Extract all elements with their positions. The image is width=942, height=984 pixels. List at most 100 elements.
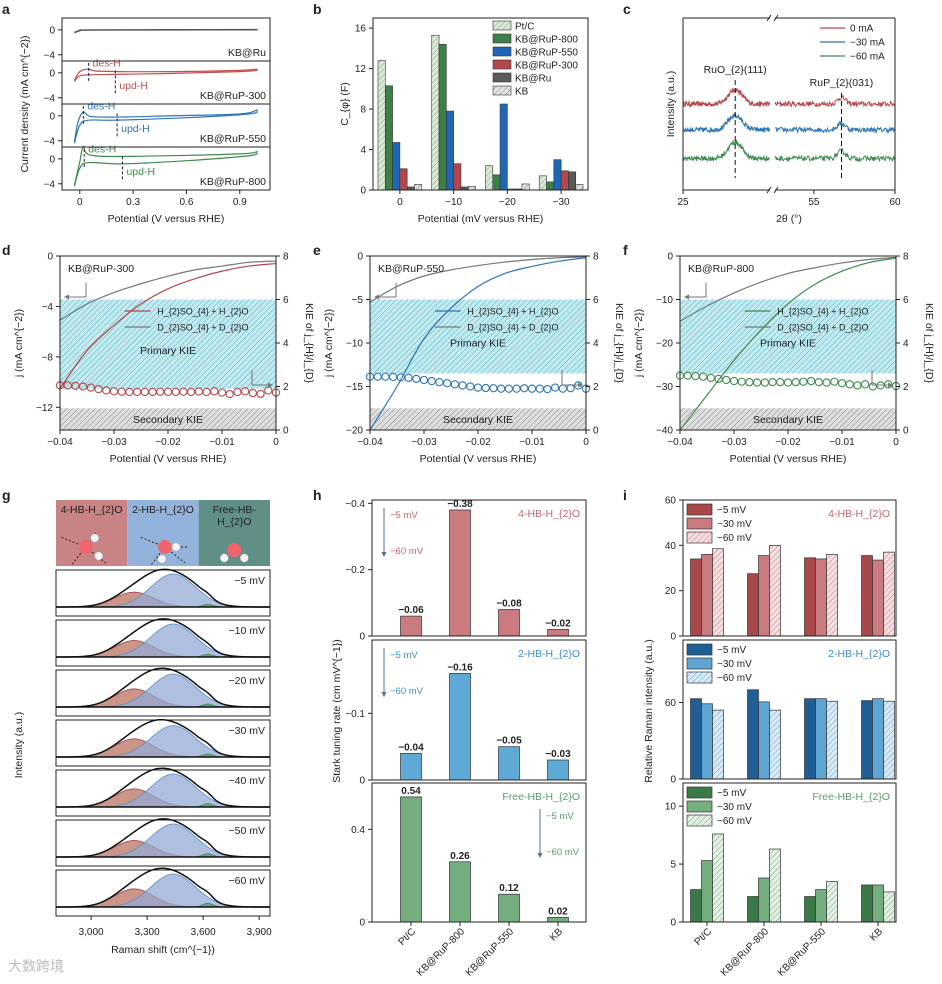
xrd-pattern bbox=[774, 120, 896, 135]
bar bbox=[399, 168, 408, 191]
kie-point bbox=[163, 387, 173, 397]
value-label: −0.16 bbox=[447, 662, 473, 673]
subplot-title: 4-HB-H_{2}O bbox=[828, 508, 890, 520]
raman-spectrum bbox=[55, 767, 270, 808]
bar bbox=[498, 609, 520, 637]
xrd-pattern bbox=[774, 148, 896, 163]
kie-point bbox=[225, 389, 234, 399]
bar bbox=[499, 103, 508, 191]
polarization-curve bbox=[369, 256, 587, 303]
kie-point bbox=[194, 387, 204, 396]
bar bbox=[712, 548, 724, 637]
tick-label: −0.02 bbox=[155, 437, 181, 448]
cv-curve-upper bbox=[73, 145, 258, 186]
tick-label: −20 bbox=[346, 426, 363, 437]
arrow-head-icon bbox=[684, 294, 689, 300]
tick-label: 3,600 bbox=[191, 927, 216, 938]
kie-point bbox=[71, 381, 80, 390]
x-axis-label: 2θ (°) bbox=[776, 213, 802, 225]
legend-label: −5 mV bbox=[717, 505, 747, 516]
kie-point bbox=[752, 378, 762, 387]
tick-label: 25 bbox=[677, 197, 689, 208]
tick-label: −4 bbox=[44, 179, 56, 190]
cv-curve-lower bbox=[73, 69, 258, 82]
tick-label: 0 bbox=[903, 426, 909, 437]
x-axis-label: Potential (mV versus RHE) bbox=[418, 213, 543, 225]
legend-label: Pt/C bbox=[515, 22, 534, 33]
tick-label: 0 bbox=[357, 252, 363, 263]
kie-point bbox=[473, 383, 483, 392]
arrow-head-icon bbox=[381, 552, 387, 557]
kie-point bbox=[435, 377, 444, 387]
value-label: −0.38 bbox=[447, 499, 473, 510]
tick-label: 0 bbox=[49, 25, 55, 36]
tick-label: 4 bbox=[283, 339, 289, 350]
kie-point bbox=[496, 384, 506, 393]
legend-swatch bbox=[686, 531, 713, 544]
tick-label: 8 bbox=[593, 252, 599, 263]
legend-label: −30 mA bbox=[850, 38, 885, 49]
x-axis-label: Potential (V versus RHE) bbox=[110, 453, 227, 465]
kie-point bbox=[776, 377, 785, 387]
tick-label: 2 bbox=[903, 382, 909, 393]
tick-label: −0.2 bbox=[345, 565, 365, 576]
kie-point bbox=[117, 387, 126, 396]
tick-label: 0 bbox=[273, 437, 279, 448]
tick-label: 8 bbox=[903, 252, 909, 263]
watermark: 大数跨境 bbox=[8, 959, 64, 975]
bar bbox=[690, 698, 702, 780]
tick-label: 55 bbox=[808, 197, 820, 208]
legend-label: KB bbox=[515, 87, 529, 98]
bar bbox=[547, 629, 569, 637]
kie-point bbox=[404, 373, 413, 382]
subplot-title: 2-HB-H_{2}O bbox=[518, 648, 580, 660]
bar bbox=[377, 60, 386, 191]
kie-point bbox=[791, 377, 800, 387]
tick-label: 0 bbox=[670, 918, 676, 929]
tick-label: 0 bbox=[283, 426, 289, 437]
tick-label: −10 bbox=[656, 295, 673, 306]
value-label: 0.12 bbox=[499, 883, 519, 894]
arrow-label: −5 mV bbox=[390, 650, 418, 661]
sample-label: KB@RuP-550 bbox=[378, 263, 444, 275]
bar bbox=[414, 184, 423, 191]
tick-label: 10 bbox=[665, 802, 677, 813]
right-axis-arrow bbox=[251, 370, 269, 386]
category-label: Pt/C bbox=[693, 926, 715, 948]
kie-point bbox=[745, 377, 754, 387]
value-label: −0.02 bbox=[545, 618, 571, 629]
marker-label: upd-H bbox=[119, 80, 148, 92]
bar bbox=[769, 709, 781, 780]
bar bbox=[826, 881, 838, 923]
bar bbox=[546, 181, 555, 191]
tick-label: −30 bbox=[656, 382, 673, 393]
potential-label: −50 mV bbox=[229, 825, 265, 837]
subplot-title: Free-HB-H_{2}O bbox=[812, 791, 890, 803]
legend-label: −5 mV bbox=[717, 645, 747, 656]
kie-point bbox=[698, 372, 708, 381]
tick-label: −4 bbox=[42, 302, 54, 313]
kie-point bbox=[550, 383, 560, 392]
polarization-curve bbox=[59, 262, 277, 389]
kie-point bbox=[132, 387, 142, 397]
x-axis-label: Potential (V versus RHE) bbox=[730, 453, 847, 465]
y-axis-label-right: KIE of j_{H}/j_{D} bbox=[613, 303, 625, 383]
category-label: KB@RuP-550 bbox=[776, 926, 829, 979]
kie-point bbox=[783, 378, 793, 387]
band-label: Secondary KIE bbox=[443, 414, 513, 426]
category-label: KB bbox=[548, 926, 565, 943]
tick-label: 8 bbox=[283, 252, 289, 263]
marker-label: des-H bbox=[88, 144, 116, 156]
tick-label: 0 bbox=[583, 437, 589, 448]
potential-label: −30 mV bbox=[229, 725, 265, 737]
bar bbox=[883, 700, 895, 780]
tick-label: 5 bbox=[670, 860, 676, 871]
primary-kie-band bbox=[680, 299, 896, 374]
plot-frame bbox=[371, 782, 587, 923]
bar bbox=[747, 896, 759, 923]
bar bbox=[826, 700, 838, 780]
tick-label: −20 bbox=[499, 197, 516, 208]
legend-swatch bbox=[686, 814, 713, 827]
kie-point bbox=[412, 374, 421, 384]
kie-point bbox=[388, 372, 398, 382]
